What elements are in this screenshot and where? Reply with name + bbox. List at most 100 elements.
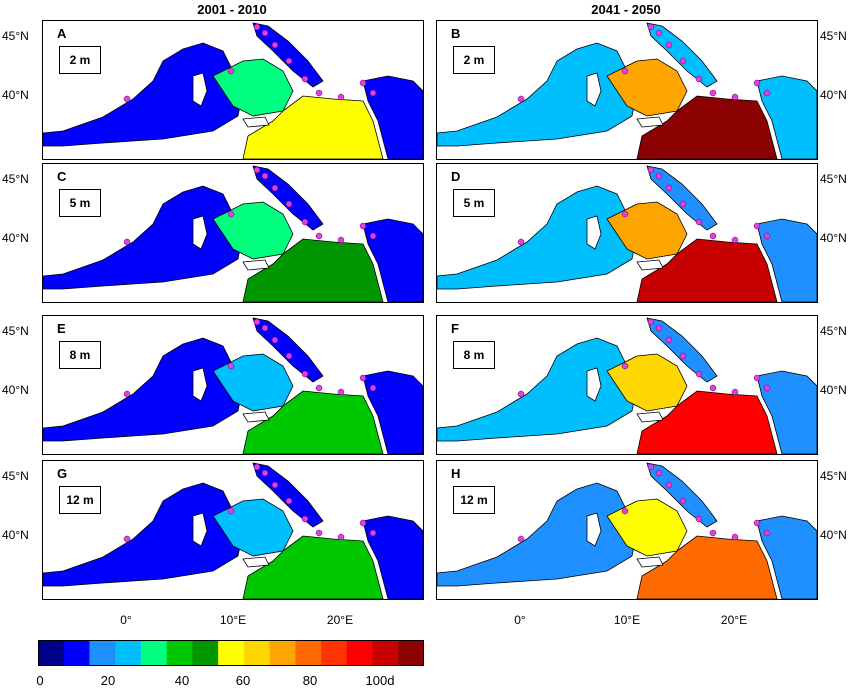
coastal-station-marker bbox=[359, 374, 367, 382]
panel-letter: B bbox=[451, 26, 461, 41]
coastal-station-marker bbox=[763, 89, 771, 97]
colorbar-tick-label: 40 bbox=[174, 673, 190, 688]
sicily-island bbox=[636, 411, 664, 423]
lon-label-0-right: 0° bbox=[514, 613, 526, 627]
map-panel-d: D 5 m bbox=[436, 163, 818, 303]
coastal-station-marker bbox=[753, 222, 761, 230]
coastal-station-marker bbox=[271, 481, 279, 489]
coastal-station-marker bbox=[647, 23, 655, 31]
ionian-sea bbox=[636, 238, 778, 302]
coastal-station-marker bbox=[315, 384, 323, 392]
aegean-sea bbox=[756, 515, 817, 599]
coastal-station-marker bbox=[261, 29, 269, 37]
coastal-station-marker bbox=[679, 57, 687, 65]
coastal-station-marker bbox=[621, 507, 629, 515]
coastal-station-marker bbox=[679, 352, 687, 360]
coastal-station-marker bbox=[227, 362, 235, 370]
sicily-island bbox=[242, 116, 270, 128]
coastal-station-marker bbox=[271, 41, 279, 49]
coastal-station-marker bbox=[665, 481, 673, 489]
panel-letter: A bbox=[57, 26, 67, 41]
aegean-sea bbox=[362, 218, 423, 302]
sardinia-island bbox=[192, 215, 208, 250]
ionian-sea bbox=[242, 95, 384, 159]
adriatic-sea bbox=[252, 462, 324, 528]
coastal-station-marker bbox=[285, 57, 293, 65]
coastal-station-marker bbox=[337, 388, 345, 396]
colorbar-segment bbox=[63, 640, 90, 666]
coastal-station-marker bbox=[647, 463, 655, 471]
lat-label-right: 45°N bbox=[820, 469, 847, 483]
coastal-station-marker bbox=[621, 210, 629, 218]
adriatic-sea bbox=[646, 462, 718, 528]
column-title-left: 2001 - 2010 bbox=[197, 2, 267, 17]
sea-map bbox=[437, 462, 817, 599]
lat-label-left: 40°N bbox=[2, 528, 29, 542]
coastal-station-marker bbox=[753, 519, 761, 527]
colorbar-tick-label: 80 bbox=[302, 673, 318, 688]
coastal-station-marker bbox=[369, 232, 377, 240]
coastal-station-marker bbox=[369, 529, 377, 537]
coastal-station-marker bbox=[763, 232, 771, 240]
coastal-station-marker bbox=[753, 374, 761, 382]
coastal-station-marker bbox=[517, 535, 525, 543]
coastal-station-marker bbox=[709, 529, 717, 537]
coastal-station-marker bbox=[261, 324, 269, 332]
coastal-station-marker bbox=[301, 75, 309, 83]
lon-label-20e-right: 20°E bbox=[720, 613, 748, 627]
ionian-sea bbox=[242, 390, 384, 454]
coastal-station-marker bbox=[253, 318, 261, 326]
depth-label: 5 m bbox=[453, 189, 495, 217]
colorbar-segment bbox=[115, 640, 142, 666]
coastal-station-marker bbox=[679, 200, 687, 208]
coastal-station-marker bbox=[655, 29, 663, 37]
map-panel-b: B 2 m bbox=[436, 20, 818, 160]
coastal-station-marker bbox=[621, 67, 629, 75]
aegean-sea bbox=[756, 75, 817, 159]
sea-map bbox=[43, 317, 423, 454]
coastal-station-marker bbox=[695, 370, 703, 378]
coastal-station-marker bbox=[301, 515, 309, 523]
colorbar-segment bbox=[89, 640, 116, 666]
coastal-station-marker bbox=[123, 390, 131, 398]
coastal-station-marker bbox=[731, 388, 739, 396]
colorbar-tick-label: 0 bbox=[36, 673, 44, 688]
coastal-station-marker bbox=[665, 336, 673, 344]
sicily-island bbox=[242, 259, 270, 271]
lat-label-left: 40°N bbox=[2, 88, 29, 102]
ionian-sea bbox=[242, 238, 384, 302]
sardinia-island bbox=[586, 215, 602, 250]
lat-label-right: 40°N bbox=[820, 88, 847, 102]
coastal-station-marker bbox=[763, 529, 771, 537]
sea-map bbox=[43, 462, 423, 599]
lat-label-right: 45°N bbox=[820, 324, 847, 338]
panel-letter: H bbox=[451, 466, 461, 481]
coastal-station-marker bbox=[227, 507, 235, 515]
colorbar-segment bbox=[321, 640, 348, 666]
panel-letter: C bbox=[57, 169, 67, 184]
sea-map bbox=[437, 165, 817, 302]
coastal-station-marker bbox=[709, 384, 717, 392]
coastal-station-marker bbox=[621, 362, 629, 370]
coastal-station-marker bbox=[665, 41, 673, 49]
coastal-station-marker bbox=[271, 184, 279, 192]
colorbar-segment bbox=[140, 640, 168, 666]
column-title-right: 2041 - 2050 bbox=[591, 2, 661, 17]
aegean-sea bbox=[362, 515, 423, 599]
lat-label-right: 40°N bbox=[820, 231, 847, 245]
adriatic-sea bbox=[646, 22, 718, 88]
coastal-station-marker bbox=[647, 166, 655, 174]
lat-label-left: 40°N bbox=[2, 383, 29, 397]
aegean-sea bbox=[362, 370, 423, 454]
sea-map bbox=[43, 165, 423, 302]
coastal-station-marker bbox=[315, 89, 323, 97]
coastal-station-marker bbox=[647, 318, 655, 326]
coastal-station-marker bbox=[337, 93, 345, 101]
lat-label-left: 40°N bbox=[2, 231, 29, 245]
coastal-station-marker bbox=[369, 384, 377, 392]
lon-label-10e-right: 10°E bbox=[613, 613, 641, 627]
ionian-sea bbox=[636, 390, 778, 454]
map-panel-c: C 5 m bbox=[42, 163, 424, 303]
coastal-station-marker bbox=[227, 210, 235, 218]
adriatic-sea bbox=[646, 165, 718, 231]
